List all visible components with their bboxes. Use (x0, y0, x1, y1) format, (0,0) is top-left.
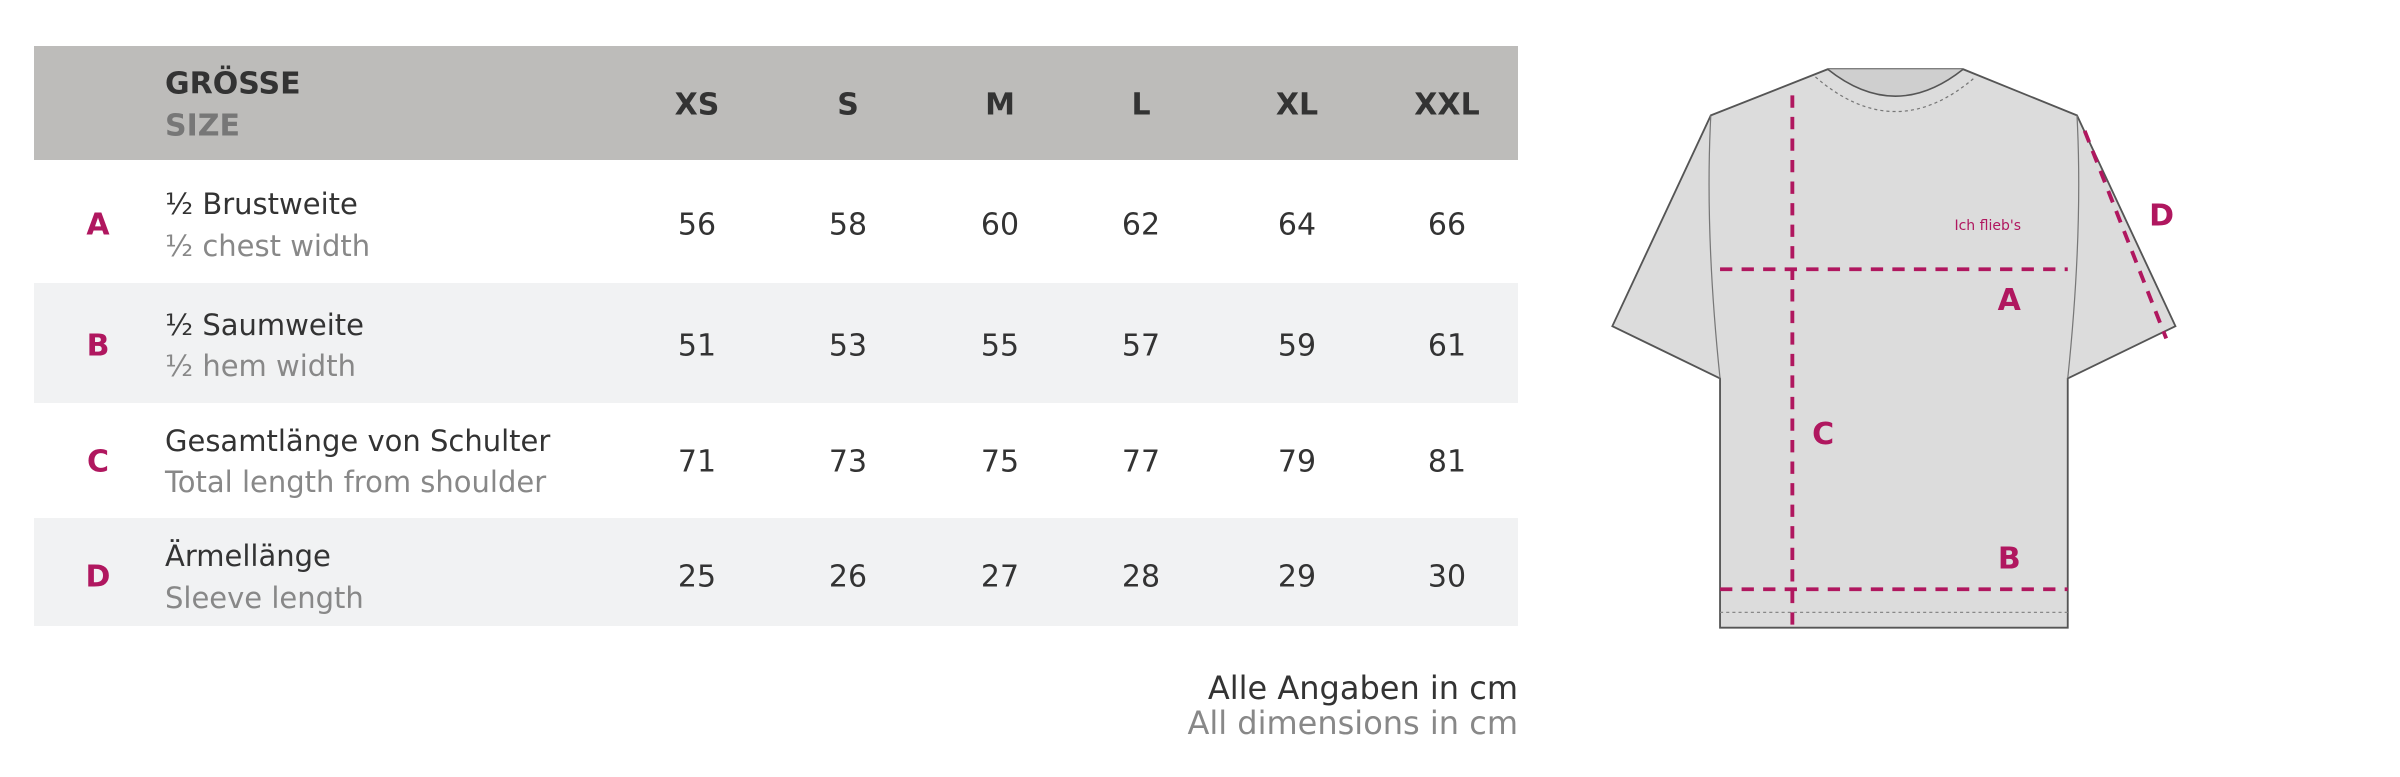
size-header: XL (1275, 87, 1319, 123)
neck-stitch (1815, 76, 1976, 113)
row-letter: B (86, 328, 110, 363)
cell-value: 30 (1427, 559, 1467, 595)
row-label: Gesamtlänge von Schulter (165, 424, 551, 458)
row-band (34, 518, 1518, 626)
cell-value: 58 (828, 207, 868, 243)
cell-value: 81 (1427, 444, 1467, 479)
size-header: L (1131, 87, 1151, 123)
cell-value: 61 (1427, 328, 1467, 363)
cell-value: 66 (1427, 207, 1467, 243)
cell-value: 55 (980, 328, 1020, 363)
measure-label: D (2149, 198, 2174, 233)
header-subtitle: SIZE (165, 108, 241, 144)
row-label: ½ Saumweite (165, 308, 364, 342)
shirt-body (1611, 68, 2177, 629)
neckline (1827, 68, 1964, 97)
measure-label: B (1998, 542, 2021, 577)
cell-value: 57 (1121, 328, 1161, 363)
cell-value: 27 (980, 559, 1020, 595)
cell-value: 59 (1277, 328, 1317, 363)
cell-value: 62 (1121, 207, 1161, 243)
header-title: GRÖSSE (165, 66, 301, 102)
row-letter: D (85, 559, 111, 595)
header-band (34, 46, 1518, 160)
cell-value: 29 (1277, 559, 1317, 595)
cell-value: 77 (1121, 444, 1161, 479)
row-band (34, 283, 1518, 403)
row-label: ½ Brustweite (165, 187, 358, 221)
cell-value: 25 (677, 559, 717, 595)
cell-value: 73 (828, 444, 868, 479)
measure-label: A (1998, 283, 2022, 318)
row-label-en: Total length from shoulder (165, 465, 547, 499)
row-label-en: ½ chest width (165, 229, 371, 263)
cell-value: 75 (980, 444, 1020, 479)
cell-value: 56 (677, 207, 717, 243)
cell-value: 51 (677, 328, 717, 363)
size-header: S (837, 87, 859, 123)
cell-value: 60 (980, 207, 1020, 243)
row-label-en: ½ hem width (165, 349, 356, 383)
measure-label: C (1812, 417, 1834, 452)
size-header: XXL (1414, 87, 1480, 123)
cell-value: 64 (1277, 207, 1317, 243)
size-header: XS (674, 87, 720, 123)
cell-value: 53 (828, 328, 868, 363)
cell-value: 28 (1121, 559, 1161, 595)
row-label-en: Sleeve length (165, 581, 364, 615)
measure-line-d (2082, 130, 2168, 340)
sleeve-seam (1708, 115, 2080, 379)
footer-note-en: All dimensions in cm (1187, 704, 1518, 742)
row-letter: A (86, 207, 110, 243)
row-letter: C (86, 444, 110, 479)
footer-note: Alle Angaben in cm (1207, 669, 1518, 707)
cell-value: 71 (677, 444, 717, 479)
cell-value: 79 (1277, 444, 1317, 479)
size-header: M (985, 87, 1015, 123)
brand-print: Ich flieb's (1954, 218, 2021, 234)
cell-value: 26 (828, 559, 868, 595)
row-label: Ärmellänge (165, 539, 331, 573)
